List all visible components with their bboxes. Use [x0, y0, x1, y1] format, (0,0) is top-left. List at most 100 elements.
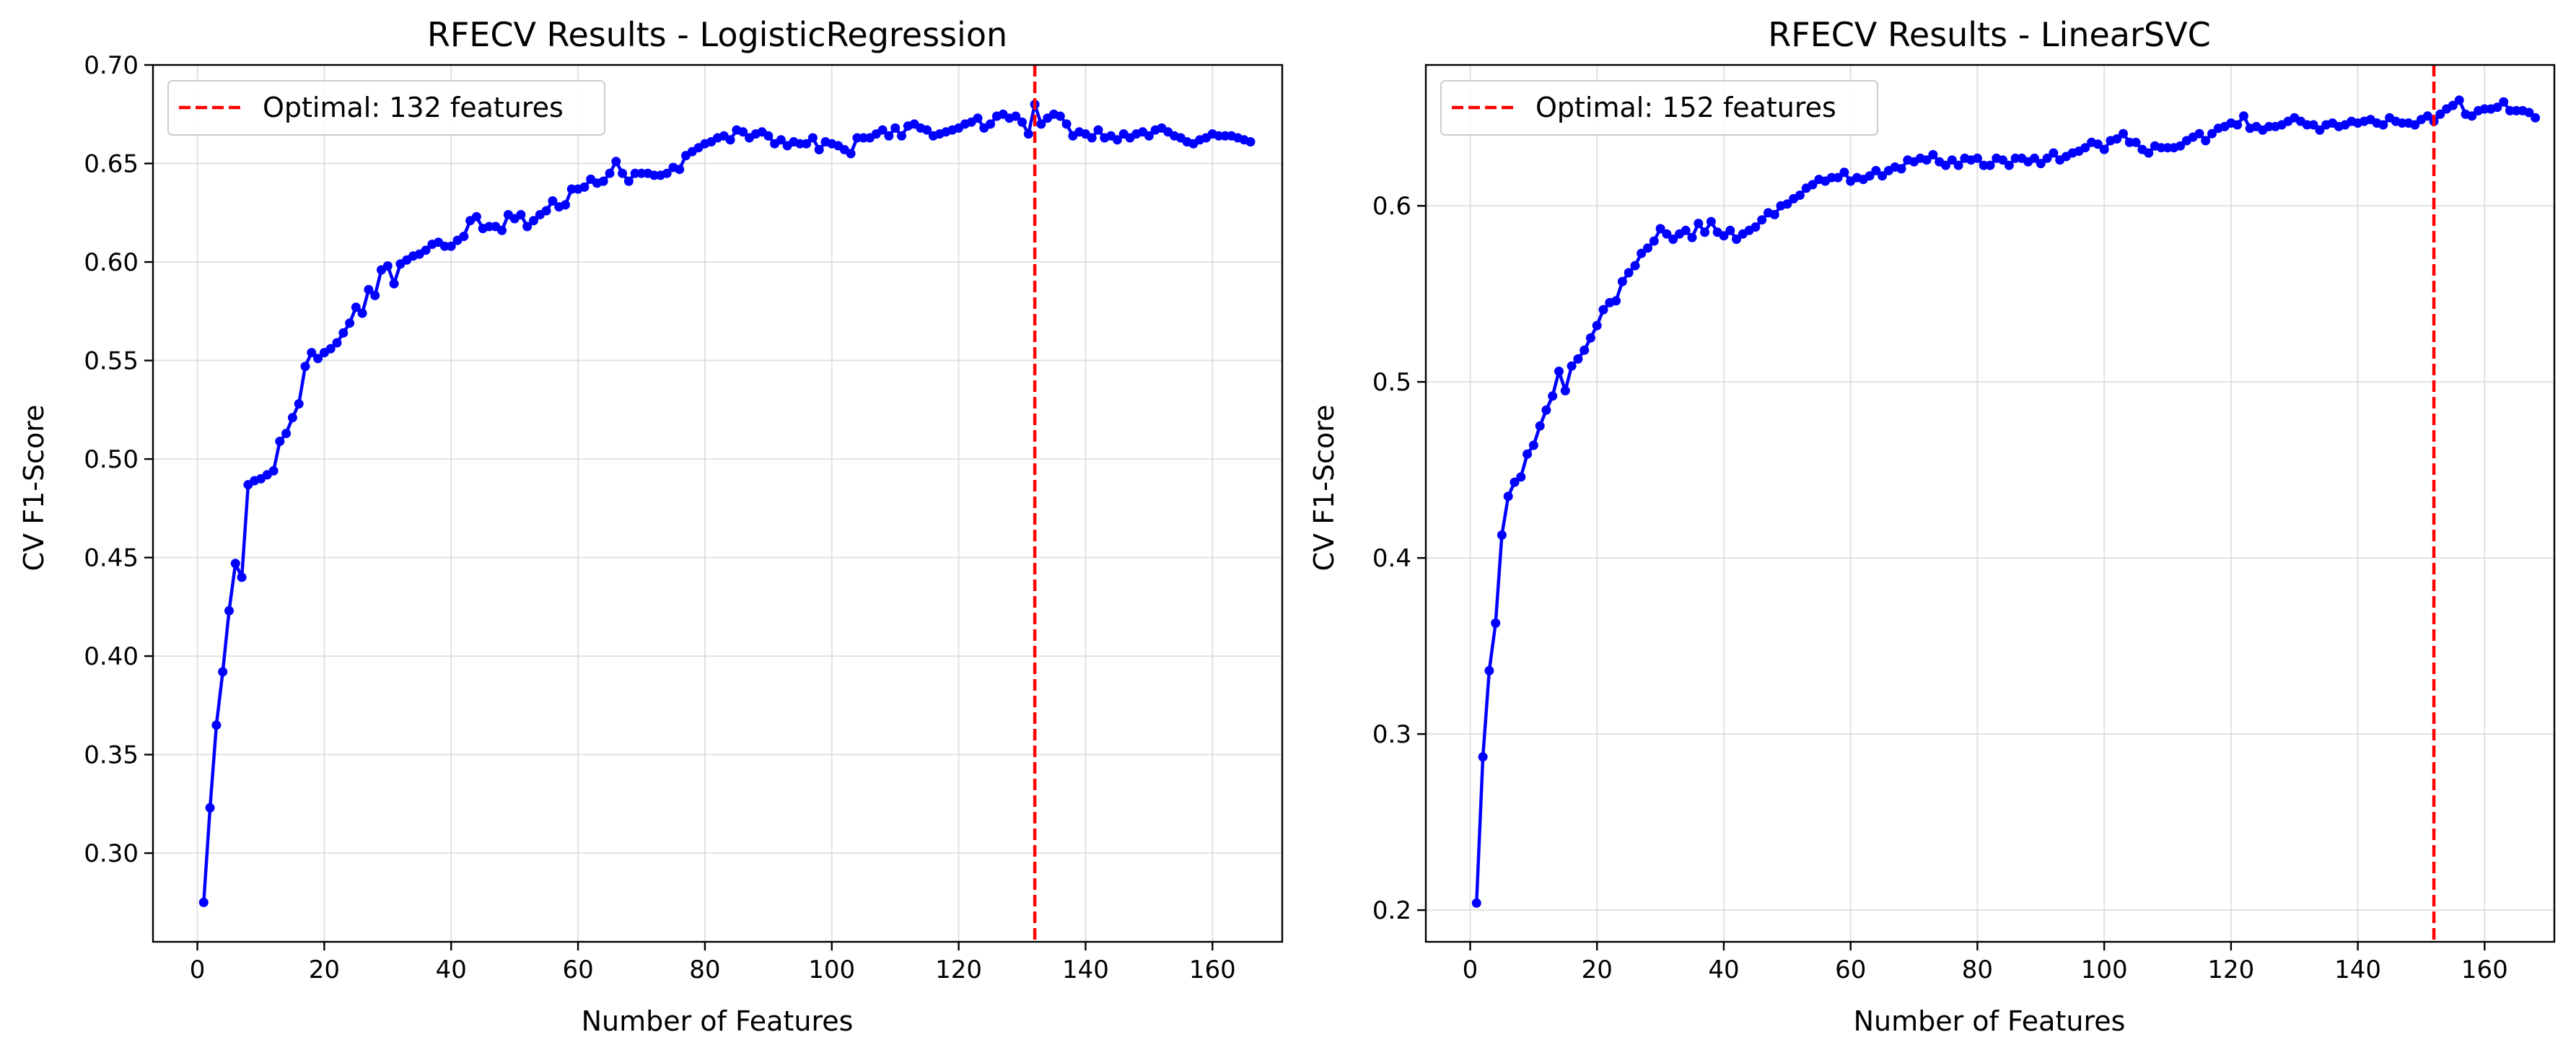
data-point: [2093, 139, 2103, 149]
data-point: [205, 803, 215, 813]
legend: Optimal: 152 features: [1440, 80, 1878, 136]
data-point: [1592, 320, 1602, 331]
data-point: [2492, 102, 2502, 113]
data-point: [1598, 305, 1608, 315]
x-tick-label: 60: [562, 956, 593, 984]
data-point: [1554, 367, 1564, 376]
data-point: [1972, 153, 1982, 163]
y-tick-label: 0.4: [1372, 544, 1411, 573]
x-tick-label: 100: [808, 956, 855, 984]
data-point: [294, 399, 304, 409]
chart-title: RFECV Results - LinearSVC: [1768, 15, 2210, 54]
x-tick-label: 60: [1835, 956, 1866, 984]
data-point: [2176, 141, 2186, 151]
x-tick-label: 160: [2461, 956, 2508, 984]
y-tick-label: 0.2: [1372, 896, 1411, 925]
x-tick-label: 120: [935, 956, 982, 984]
data-point: [1471, 898, 1481, 908]
data-point: [1953, 160, 1963, 170]
x-tick-label: 40: [1708, 956, 1739, 984]
data-point: [2080, 143, 2090, 153]
data-point: [1694, 219, 1704, 229]
data-point: [814, 144, 824, 154]
data-point: [1643, 243, 1652, 253]
data-point: [1541, 405, 1551, 415]
data-point: [1535, 421, 1545, 431]
data-point: [2435, 109, 2445, 119]
data-point: [1567, 361, 1577, 371]
data-point: [725, 135, 735, 145]
data-point: [287, 413, 297, 423]
data-point: [986, 119, 996, 129]
data-point: [662, 168, 672, 178]
data-point: [548, 196, 558, 206]
data-point: [1011, 111, 1021, 121]
x-tick-label: 140: [2334, 956, 2381, 984]
data-point: [313, 354, 323, 364]
data-point: [1497, 530, 1507, 540]
data-point: [497, 225, 507, 235]
data-point: [884, 131, 894, 141]
x-tick-label: 120: [2207, 956, 2254, 984]
plot-frame: [1424, 64, 2556, 943]
y-tick-label: 0.30: [84, 839, 139, 868]
x-tick-label: 0: [190, 956, 206, 984]
x-tick-label: 20: [309, 956, 340, 984]
data-point: [2378, 120, 2388, 130]
data-point: [2194, 128, 2204, 139]
data-point: [1769, 209, 1779, 219]
data-point: [2131, 137, 2141, 147]
y-axis-label: CV F1-Score: [1308, 405, 1340, 572]
data-point: [364, 284, 374, 294]
data-point: [522, 222, 533, 232]
data-point: [1725, 225, 1735, 235]
data-point: [1922, 155, 1932, 165]
data-point: [1017, 117, 1027, 127]
data-point: [1871, 165, 1881, 175]
data-point: [2004, 160, 2014, 170]
data-point: [618, 168, 628, 178]
plot-frame: [152, 64, 1284, 943]
data-point: [230, 559, 240, 569]
x-tick-label: 140: [1062, 956, 1109, 984]
data-point: [611, 157, 621, 167]
data-point: [623, 176, 634, 186]
data-marks: [198, 65, 1256, 942]
data-point: [2308, 120, 2318, 130]
data-point: [1528, 440, 1538, 450]
data-point: [389, 279, 399, 289]
data-point: [1516, 472, 1526, 482]
y-tick-label: 0.60: [84, 248, 139, 277]
data-point: [2531, 113, 2541, 123]
x-axis-label: Number of Features: [582, 1005, 854, 1037]
data-point: [1808, 180, 1818, 190]
data-point: [1624, 268, 1634, 278]
grid: [1426, 65, 2554, 942]
data-point: [1782, 199, 1792, 209]
data-point: [224, 605, 234, 616]
data-point: [1112, 135, 1122, 145]
data-point: [345, 318, 355, 328]
data-point: [351, 302, 361, 312]
data-point: [1681, 225, 1691, 235]
data-point: [1523, 449, 1533, 459]
data-point: [2524, 108, 2534, 118]
y-axis-label: CV F1-Score: [18, 405, 50, 572]
x-tick-label: 100: [2081, 956, 2128, 984]
x-axis-label: Number of Features: [1854, 1005, 2126, 1037]
data-point: [922, 125, 932, 135]
data-point: [2315, 125, 2325, 135]
data-point: [211, 720, 222, 730]
legend-box: [167, 80, 605, 136]
data-point: [1839, 167, 1849, 178]
data-point: [198, 897, 209, 907]
data-point: [2036, 159, 2046, 169]
y-tick-label: 0.50: [84, 445, 139, 474]
chart-logistic-regression: RFECV Results - LogisticRegression 0 20 40…: [18, 15, 1284, 1037]
data-point: [1896, 164, 1906, 174]
data-point: [2454, 95, 2464, 105]
data-point: [1757, 215, 1767, 225]
data-point: [738, 127, 748, 137]
